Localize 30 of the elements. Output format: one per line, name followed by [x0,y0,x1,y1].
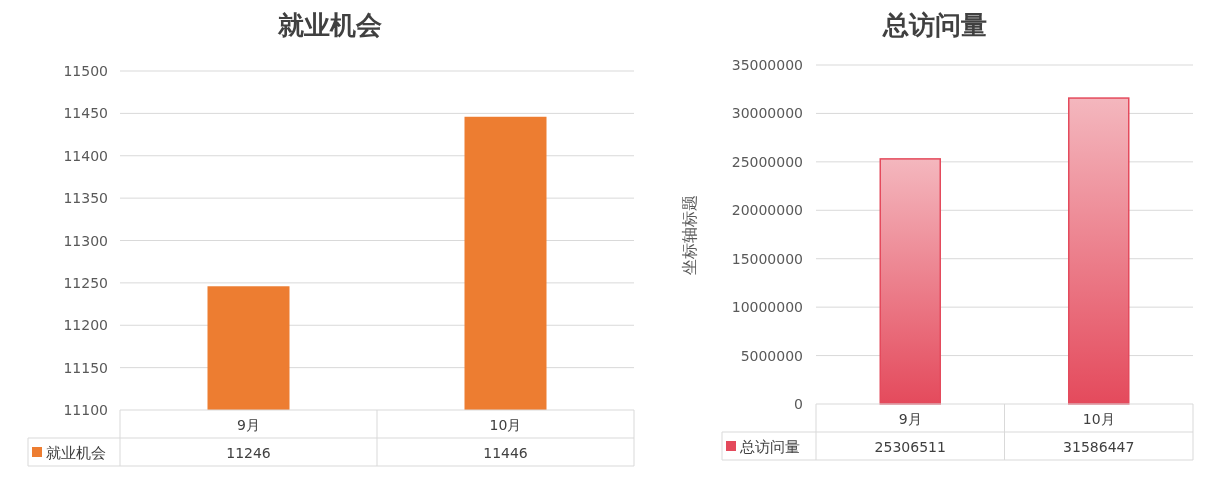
legend-label: 总访问量 [739,438,800,456]
y-tick-label: 11200 [63,317,108,334]
y-tick-label: 15000000 [731,250,803,267]
y-tick-label: 11300 [63,232,108,249]
y-tick-label: 11500 [63,63,108,79]
y-tick-label: 11450 [63,105,108,122]
y-tick-label: 20000000 [731,202,803,219]
y-axis-title: 坐标轴标题 [680,194,699,275]
y-tick-label: 11250 [63,274,108,291]
data-label: 11246 [226,445,271,461]
y-tick-label: 10000000 [731,299,803,316]
y-tick-label: 25000000 [731,153,803,170]
y-tick-label: 5000000 [740,347,803,364]
y-tick-label: 0 [794,396,803,412]
chart-title: 总访问量 [882,10,987,40]
y-tick-label: 11150 [63,359,108,376]
x-tick-label: 10月 [489,417,522,433]
data-label: 31586447 [1063,439,1135,455]
x-tick-label: 10月 [1082,411,1115,427]
y-tick-label: 11400 [63,147,108,164]
y-tick-label: 11100 [63,402,108,418]
legend-label: 就业机会 [46,444,106,462]
x-tick-label: 9月 [898,411,922,427]
y-tick-label: 30000000 [731,105,803,122]
data-label: 11446 [483,445,528,461]
x-tick-label: 9月 [237,417,260,433]
y-tick-label: 11350 [63,190,108,207]
y-tick-label: 35000000 [731,57,803,73]
chart-title: 就业机会 [277,10,382,40]
data-label: 25306511 [874,439,946,455]
